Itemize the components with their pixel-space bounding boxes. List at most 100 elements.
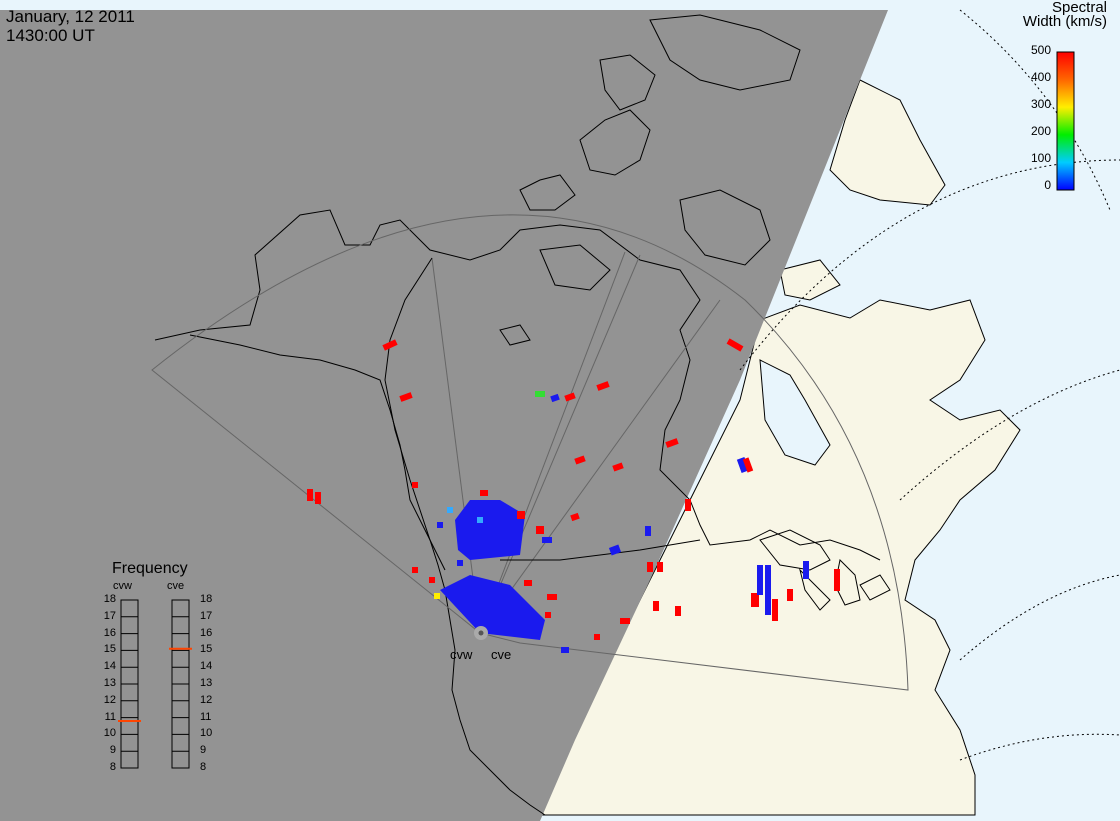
backscatter-cell <box>437 522 443 528</box>
backscatter-cells <box>307 338 840 653</box>
backscatter-cell <box>434 593 440 599</box>
radar-site-dot <box>478 630 484 636</box>
frequency-tick-label: 9 <box>109 744 116 757</box>
backscatter-cell <box>517 511 525 519</box>
frequency-label-cvw: cvw <box>113 580 132 592</box>
backscatter-cell <box>535 391 545 397</box>
backscatter-cell <box>542 537 552 543</box>
backscatter-cell <box>550 393 560 403</box>
backscatter-cell <box>412 482 418 488</box>
backscatter-cell <box>545 612 551 618</box>
backscatter-cell <box>315 492 321 504</box>
date-label: January, 12 2011 <box>6 7 135 26</box>
fov-beam-2 <box>479 251 626 634</box>
colorbar-title-line2: Width (km/s) <box>1022 13 1107 30</box>
backscatter-cell <box>772 599 778 621</box>
backscatter-cell <box>608 544 622 556</box>
backscatter-cell <box>653 601 659 611</box>
backscatter-cell <box>382 339 398 351</box>
fov-beam-4 <box>479 299 721 634</box>
backscatter-cell <box>612 462 624 472</box>
radar-label-cvw: cvw <box>450 647 473 662</box>
fov-beam-1 <box>431 257 481 634</box>
frequency-tick-label: 11 <box>104 710 116 723</box>
backscatter-cell <box>536 526 544 534</box>
backscatter-cell <box>564 392 576 402</box>
backscatter-cell <box>596 381 610 391</box>
backscatter-cell <box>834 569 840 591</box>
frequency-tick-label: 10 <box>200 727 213 740</box>
backscatter-cell <box>547 594 557 600</box>
backscatter-cell <box>675 606 681 616</box>
frequency-tick-label: 15 <box>103 643 116 656</box>
frequency-tick-label: 14 <box>200 660 213 673</box>
night-region <box>0 10 888 821</box>
backscatter-fan-near <box>440 575 545 640</box>
fov-beam-dark-1 <box>384 257 446 571</box>
backscatter-cell <box>429 577 435 583</box>
backscatter-cell <box>561 647 569 653</box>
backscatter-cell <box>307 489 313 501</box>
backscatter-cell <box>803 561 809 579</box>
colorbar-tick: 0 <box>1044 178 1051 192</box>
fov-beam-dark-2 <box>500 539 701 561</box>
frequency-label-cve: cve <box>167 580 185 592</box>
backscatter-cell <box>765 565 771 615</box>
backscatter-cell <box>751 593 759 607</box>
backscatter-cell <box>787 589 793 601</box>
backscatter-cell <box>412 567 418 573</box>
backscatter-cell <box>757 565 763 595</box>
backscatter-cell <box>736 457 750 473</box>
frequency-tick-label: 18 <box>103 593 116 605</box>
backscatter-cell <box>742 457 754 473</box>
coastline-west <box>154 209 881 561</box>
frequency-tick-label: 16 <box>103 626 116 639</box>
backscatter-cell <box>657 562 663 572</box>
radar-label-cve: cve <box>491 647 512 662</box>
frequency-tick-label: 18 <box>200 593 213 605</box>
labrador-land <box>779 259 841 301</box>
colorbar-tick: 100 <box>1030 151 1051 165</box>
frequency-tick-label: 10 <box>103 727 116 740</box>
hudson-bay-day <box>759 359 831 466</box>
colorbar-tick: 400 <box>1030 70 1051 84</box>
backscatter-cell <box>480 490 488 496</box>
fov-beam-3 <box>479 254 641 634</box>
frequency-tick-label: 12 <box>103 693 116 706</box>
colorbar <box>1056 51 1075 191</box>
backscatter-cell <box>574 455 586 465</box>
frequency-tick-label: 13 <box>200 677 213 689</box>
backscatter-cell <box>647 562 653 572</box>
frequency-tick-label: 8 <box>200 761 207 773</box>
backscatter-cell <box>620 618 630 624</box>
lat-circle-1 <box>959 9 1111 211</box>
frequency-tick-label: 8 <box>109 761 116 773</box>
colorbar-tick: 200 <box>1030 124 1051 138</box>
arctic-islands <box>499 14 801 346</box>
frequency-tick-label: 17 <box>103 609 116 622</box>
frequency-tick-label: 13 <box>103 677 116 689</box>
backscatter-cell <box>399 392 413 402</box>
backscatter-cell <box>477 517 483 523</box>
colorbar-tick: 500 <box>1030 43 1051 57</box>
greenland-land <box>829 79 946 206</box>
frequency-ticks <box>121 599 189 769</box>
colorbar-tick: 300 <box>1030 97 1051 111</box>
frequency-tick-label: 17 <box>200 609 213 622</box>
backscatter-cell <box>447 507 453 513</box>
frequency-tick-label: 9 <box>200 744 207 757</box>
backscatter-fan-mid <box>455 500 525 560</box>
backscatter-cell <box>665 438 679 448</box>
frequency-tick-label: 12 <box>200 693 213 706</box>
backscatter-cell <box>726 338 744 352</box>
backscatter-cell <box>594 634 600 640</box>
frequency-tick-label: 16 <box>200 626 213 639</box>
backscatter-cell <box>457 560 463 566</box>
frequency-tick-label: 14 <box>103 660 116 673</box>
backscatter-cell <box>685 499 691 511</box>
backscatter-cell <box>645 526 651 536</box>
fov-outline <box>151 214 909 691</box>
colorbar-title-line1: Spectral <box>1051 0 1107 16</box>
frequency-tick-label: 11 <box>200 710 212 723</box>
